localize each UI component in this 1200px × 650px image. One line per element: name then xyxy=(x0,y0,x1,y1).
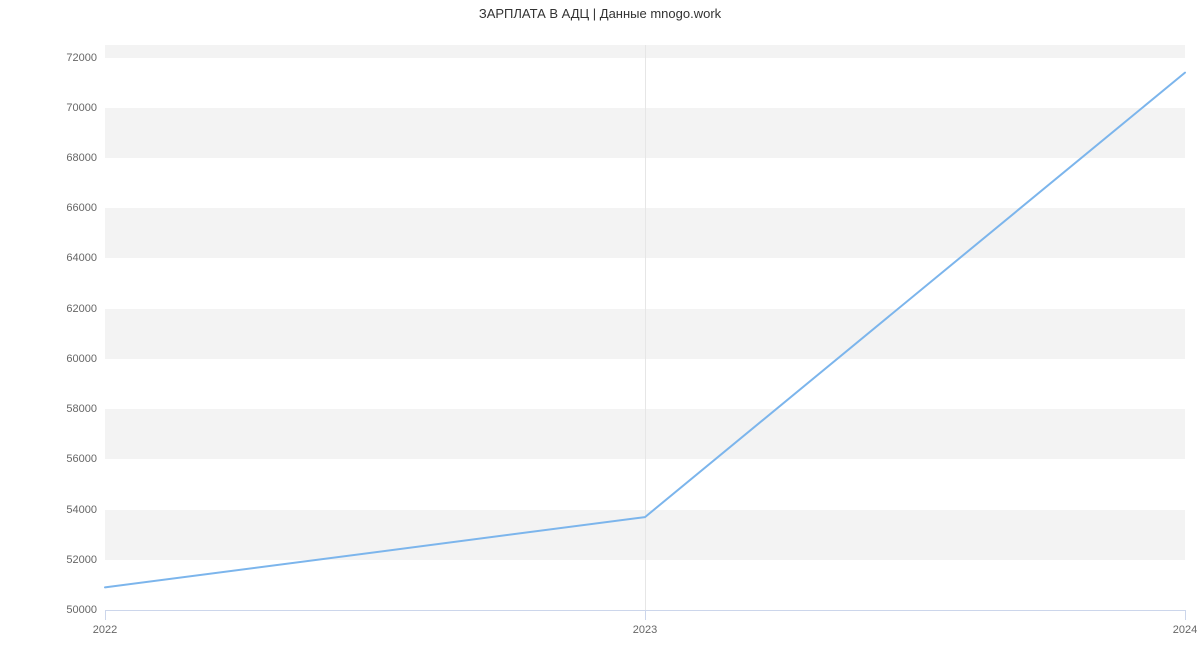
y-tick-label: 66000 xyxy=(45,202,97,214)
chart-container: ЗАРПЛАТА В АДЦ | Данные mnogo.work 50000… xyxy=(0,0,1200,650)
series-line xyxy=(105,45,1185,610)
y-tick-label: 60000 xyxy=(45,353,97,365)
chart-title: ЗАРПЛАТА В АДЦ | Данные mnogo.work xyxy=(0,6,1200,21)
y-tick-label: 50000 xyxy=(45,604,97,616)
y-tick-label: 62000 xyxy=(45,303,97,315)
y-tick-label: 52000 xyxy=(45,554,97,566)
plot-area: 5000052000540005600058000600006200064000… xyxy=(105,45,1185,610)
y-tick-label: 56000 xyxy=(45,453,97,465)
x-tick-label: 2024 xyxy=(1173,624,1197,636)
x-tick xyxy=(1185,610,1186,620)
y-tick-label: 64000 xyxy=(45,252,97,264)
x-tick-label: 2022 xyxy=(93,624,117,636)
x-tick-label: 2023 xyxy=(633,624,657,636)
y-tick-label: 58000 xyxy=(45,403,97,415)
y-tick-label: 72000 xyxy=(45,52,97,64)
x-tick xyxy=(105,610,106,620)
y-tick-label: 70000 xyxy=(45,102,97,114)
y-tick-label: 68000 xyxy=(45,152,97,164)
x-tick xyxy=(645,610,646,620)
y-tick-label: 54000 xyxy=(45,504,97,516)
